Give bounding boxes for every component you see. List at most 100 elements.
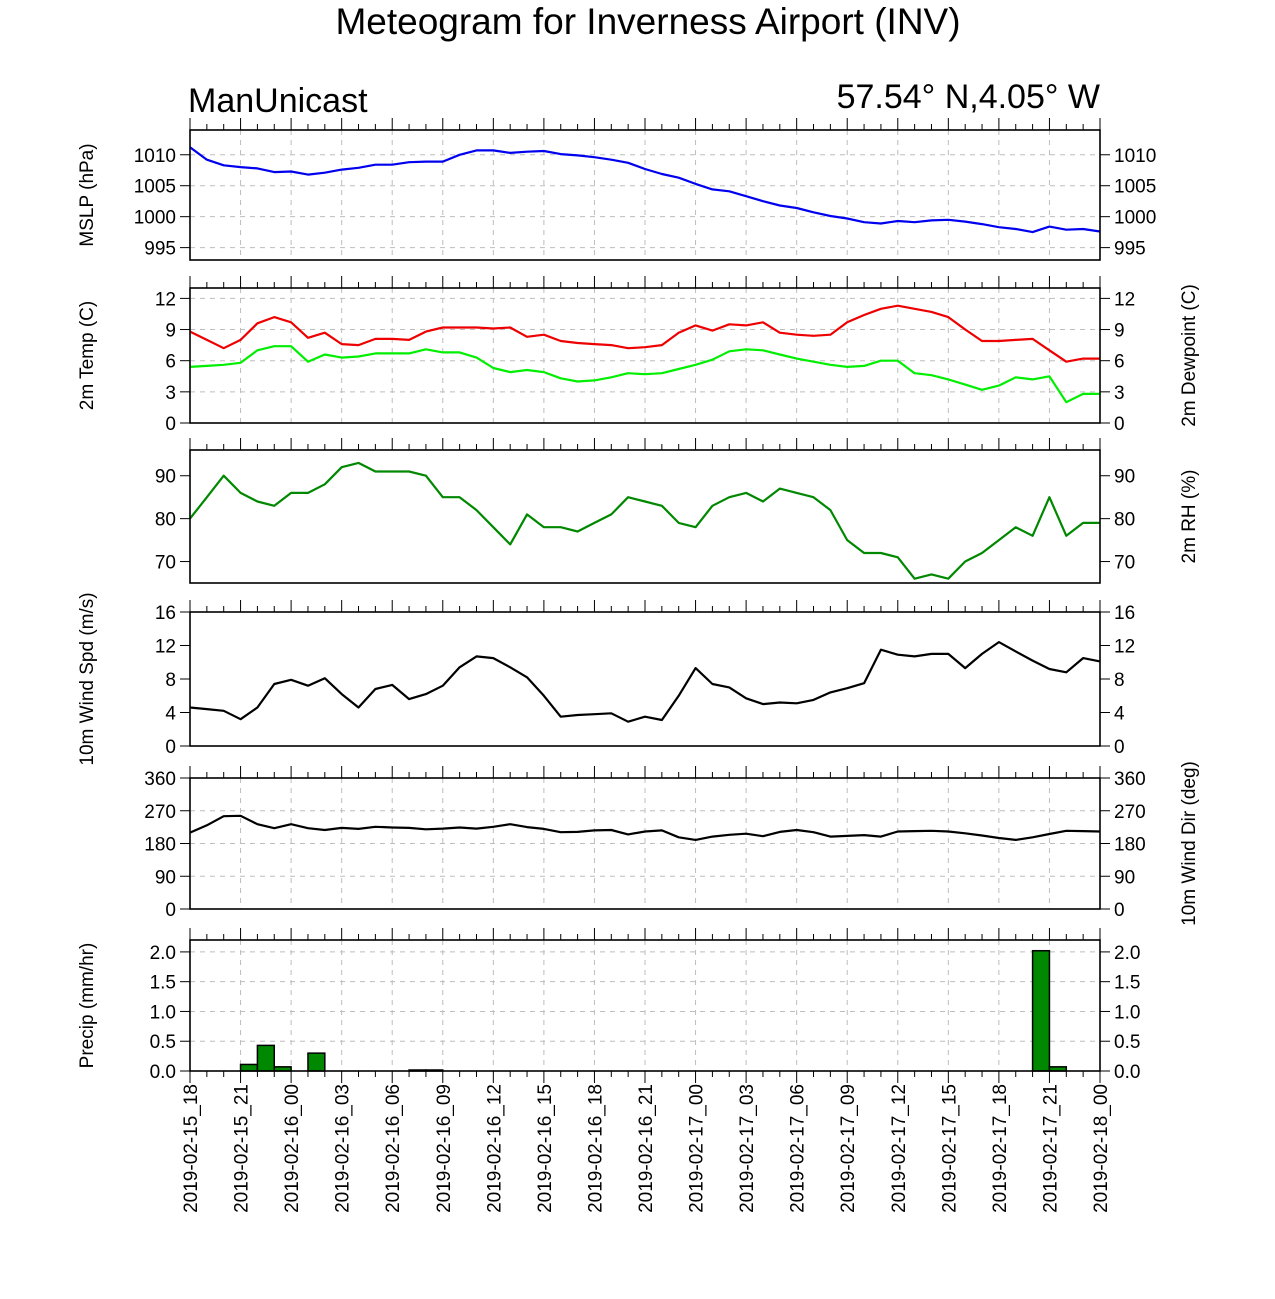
time-tick-label: 2019-02-17_03	[737, 1084, 758, 1213]
precip-bar	[239, 1063, 259, 1072]
time-tick-label: 2019-02-16_12	[484, 1084, 505, 1213]
time-tick-label: 2019-02-17_18	[990, 1084, 1011, 1213]
wdir-right-tick-label: 270	[1114, 802, 1146, 823]
wdir-left-tick-label: 0	[165, 900, 176, 921]
time-tick-label: 2019-02-16_15	[535, 1084, 556, 1213]
mslp-left-tick-label: 1000	[134, 208, 176, 229]
precip-bar	[256, 1044, 276, 1072]
precip-left-tick-label: 0.5	[150, 1032, 176, 1053]
temp-right-tick-label: 0	[1114, 414, 1125, 435]
wspd-left-tick-label: 0	[165, 737, 176, 758]
mslp-right-tick-label: 1000	[1114, 208, 1156, 229]
rh-right-tick-label: 90	[1114, 467, 1135, 488]
mslp-series-line-0	[189, 146, 1101, 234]
wdir-left-tick-label: 180	[144, 835, 176, 856]
time-tick-label: 2019-02-17_21	[1040, 1084, 1061, 1213]
wspd-right-tick-label: 8	[1114, 670, 1125, 691]
rh-panel: 70 70 80 80 90 90 2m RH (%)	[155, 438, 1200, 584]
precip-left-tick-label: 1.5	[150, 973, 176, 994]
wspd-left-axis-label: 10m Wind Spd (m/s)	[77, 592, 98, 765]
precip-right-tick-label: 1.0	[1114, 1002, 1140, 1023]
mslp-panel: 995 995 1000 1000 1005 1005 1010 1010 MSLP (hPa)	[77, 118, 1156, 261]
rh-right-axis-label: 2m RH (%)	[1179, 470, 1200, 564]
temp-right-axis-label: 2m Dewpoint (C)	[1179, 284, 1200, 427]
time-tick-label: 2019-02-17_09	[838, 1084, 859, 1213]
temp-right-tick-label: 12	[1114, 289, 1135, 310]
panels-group: 995 995 1000 1000 1005 1005 1010 1010 MSLP (hPa)…	[77, 118, 1200, 1083]
temp-right-tick-label: 3	[1114, 383, 1125, 404]
time-tick-label: 2019-02-16_06	[383, 1084, 404, 1213]
wspd-left-tick-label: 16	[155, 603, 176, 624]
wdir-right-tick-label: 0	[1114, 900, 1125, 921]
precip-right-tick-label: 0.5	[1114, 1032, 1140, 1053]
time-tick-label: 2019-02-16_00	[282, 1084, 303, 1213]
wdir-panel: 0 0 90 90 180 180 270 270 360 360 10m Wind Dir (de…	[144, 761, 1200, 926]
wdir-left-tick-label: 360	[144, 769, 176, 790]
wdir-right-tick-label: 180	[1114, 835, 1146, 856]
temp-left-tick-label: 6	[165, 352, 176, 373]
wdir-right-axis-label: 10m Wind Dir (deg)	[1179, 761, 1200, 926]
time-tick-label: 2019-02-16_03	[333, 1084, 354, 1213]
precip-right-tick-label: 0.0	[1114, 1062, 1140, 1083]
time-tick-label: 2019-02-17_15	[939, 1084, 960, 1213]
time-tick-label: 2019-02-18_00	[1091, 1084, 1112, 1213]
mslp-left-axis-label: MSLP (hPa)	[77, 143, 98, 246]
wspd-right-tick-label: 12	[1114, 637, 1135, 658]
temp-right-tick-label: 9	[1114, 321, 1125, 342]
model-name: ManUnicast	[188, 82, 368, 120]
time-tick-label: 2019-02-17_12	[889, 1084, 910, 1213]
location-coordinates: 57.54° N,4.05° W	[837, 78, 1100, 116]
rh-left-tick-label: 80	[155, 510, 176, 531]
wspd-right-tick-label: 0	[1114, 737, 1125, 758]
precip-left-tick-label: 1.0	[150, 1002, 176, 1023]
temp-left-tick-label: 12	[155, 289, 176, 310]
wdir-right-tick-label: 360	[1114, 769, 1146, 790]
wdir-left-tick-label: 90	[155, 867, 176, 888]
mslp-left-tick-label: 1010	[134, 146, 176, 167]
temp-left-tick-label: 0	[165, 414, 176, 435]
rh-left-tick-label: 90	[155, 467, 176, 488]
chart-title: Meteogram for Inverness Airport (INV)	[335, 1, 960, 42]
rh-series-line-0	[189, 461, 1100, 580]
temp-left-tick-label: 3	[165, 383, 176, 404]
temp-series-line-0	[189, 304, 1100, 363]
wspd-series-line-0	[189, 640, 1101, 723]
time-tick-label: 2019-02-17_00	[687, 1084, 708, 1213]
precip-right-tick-label: 2.0	[1114, 943, 1140, 964]
rh-right-tick-label: 80	[1114, 510, 1135, 531]
wspd-right-tick-label: 16	[1114, 603, 1135, 624]
temp-right-tick-label: 6	[1114, 352, 1125, 373]
time-tick-label: 2019-02-15_18	[181, 1084, 202, 1213]
time-tick-label: 2019-02-15_21	[232, 1084, 253, 1213]
temp-left-axis-label: 2m Temp (C)	[77, 301, 98, 410]
wspd-left-tick-label: 4	[165, 704, 176, 725]
mslp-right-tick-label: 1005	[1114, 177, 1156, 198]
mslp-left-tick-label: 1005	[134, 177, 176, 198]
precip-bar	[1031, 949, 1051, 1072]
precip-right-tick-label: 1.5	[1114, 973, 1140, 994]
precip-left-tick-label: 2.0	[150, 943, 176, 964]
temp-panel: 0 0 3 3 6 6 9 9 12 12 2m Temp (C) 2m Dewpoint (C)	[77, 276, 1200, 435]
wspd-panel: 0 0 4 4 8 8 12 12 16 16 10m Wind Spd (m/s)	[77, 592, 1135, 765]
time-tick-label: 2019-02-16_18	[585, 1084, 606, 1213]
mslp-right-tick-label: 995	[1114, 239, 1146, 260]
wspd-right-tick-label: 4	[1114, 704, 1125, 725]
precip-left-tick-label: 0.0	[150, 1062, 176, 1083]
wdir-left-tick-label: 270	[144, 802, 176, 823]
mslp-left-tick-label: 995	[144, 239, 176, 260]
time-tick-label: 2019-02-17_06	[788, 1084, 809, 1213]
x-axis-time-labels: 2019-02-15_18 2019-02-15_21 2019-02-16_00 2…	[181, 1084, 1112, 1213]
precip-left-axis-label: Precip (mm/hr)	[77, 943, 98, 1069]
time-tick-label: 2019-02-16_21	[636, 1084, 657, 1213]
time-tick-label: 2019-02-16_09	[434, 1084, 455, 1213]
rh-right-tick-label: 70	[1114, 553, 1135, 574]
wdir-right-tick-label: 90	[1114, 867, 1135, 888]
rh-left-tick-label: 70	[155, 553, 176, 574]
temp-left-tick-label: 9	[165, 321, 176, 342]
temp-series-line-1	[189, 345, 1100, 404]
precip-bar	[307, 1052, 326, 1072]
wspd-left-tick-label: 8	[165, 670, 176, 691]
precip-panel: 0.0 0.0 0.5 0.5 1.0 1.0 1.5 1.5 2.0 2.0 Precip (mm…	[77, 928, 1140, 1083]
mslp-right-tick-label: 1010	[1114, 146, 1156, 167]
